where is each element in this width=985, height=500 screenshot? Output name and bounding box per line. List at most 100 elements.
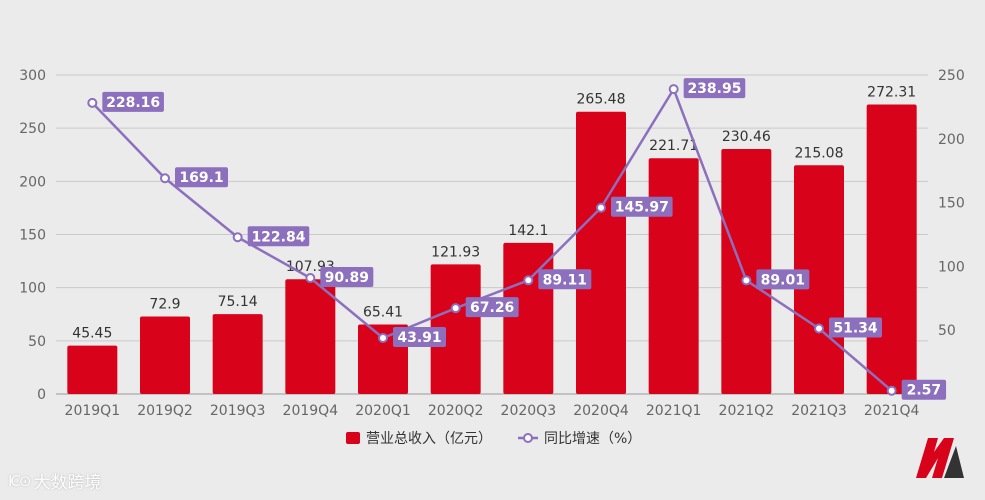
- bar: [721, 148, 772, 394]
- bar: [67, 345, 118, 394]
- bar: [648, 158, 699, 394]
- line-point: [886, 385, 897, 396]
- x-tick-label: 2020Q3: [501, 403, 557, 419]
- camera-icon: IC⊙: [8, 471, 32, 490]
- brand-logo-icon: [916, 438, 964, 478]
- bar-value-label: 230.46: [722, 129, 771, 145]
- bar-series: [67, 104, 917, 395]
- bar-value-label: 121.93: [431, 244, 480, 260]
- right-tick-label: 250: [938, 68, 965, 84]
- bar-value-label: 272.31: [867, 84, 916, 100]
- line-label-box: [393, 326, 446, 347]
- line-point: [523, 275, 534, 286]
- x-tick-label: 2019Q3: [210, 403, 266, 419]
- bar-value-label: 215.08: [795, 145, 844, 161]
- bar: [212, 314, 263, 394]
- line-point: [87, 97, 98, 108]
- line-value-label: 89.11: [543, 272, 587, 288]
- x-tick-label: 2021Q3: [791, 403, 847, 419]
- bar: [866, 104, 917, 395]
- watermark: IC⊙ 大数跨境: [8, 468, 102, 494]
- line-label-box: [465, 297, 519, 318]
- left-axis: 0 50 100 150 200 250 300: [19, 68, 46, 403]
- bar: [430, 264, 481, 394]
- bar: [285, 279, 336, 394]
- left-tick-label: 200: [19, 174, 46, 190]
- right-tick-label: 100: [938, 259, 965, 275]
- line-value-label: 89.01: [761, 272, 805, 288]
- line-point: [596, 202, 606, 213]
- line-label-box: [901, 379, 947, 400]
- line-value-label: 238.95: [687, 81, 741, 97]
- line-point: [668, 84, 679, 95]
- left-tick-label: 100: [19, 281, 46, 297]
- line-series: [87, 84, 897, 396]
- line-label-box: [611, 196, 673, 217]
- bar-value-label: 221.71: [649, 138, 698, 154]
- right-tick-label: 50: [938, 323, 956, 339]
- left-tick-label: 250: [19, 121, 46, 137]
- x-axis-labels: 2019Q1 2019Q2 2019Q3 2019Q4 2020Q1 2020Q2 2020…: [65, 403, 920, 419]
- bar: [140, 316, 190, 394]
- bar-value-label: 65.41: [363, 304, 403, 320]
- x-tick-label: 2019Q2: [137, 403, 193, 419]
- legend-bar-label: 营业总收入（亿元）: [366, 431, 492, 447]
- legend-line-label: 同比增速（%）: [544, 431, 641, 447]
- x-tick-label: 2021Q4: [864, 403, 920, 419]
- watermark-text: 大数跨境: [33, 473, 102, 493]
- line-point: [305, 273, 316, 284]
- line-point: [378, 332, 388, 343]
- line-label-box: [102, 91, 164, 112]
- line-path: [91, 87, 893, 392]
- x-tick-label: 2021Q2: [719, 403, 775, 419]
- line-point: [814, 323, 824, 334]
- line-value-label: 122.84: [251, 229, 305, 245]
- bar-value-label: 142.1: [508, 223, 548, 239]
- line-value-label: 90.89: [325, 270, 369, 286]
- bar-value-label: 265.48: [577, 92, 626, 108]
- line-value-label: 51.34: [833, 320, 878, 336]
- line-point: [450, 303, 461, 314]
- left-tick-label: 150: [19, 228, 46, 244]
- bar: [576, 111, 626, 394]
- legend-bar-swatch: [346, 432, 360, 444]
- legend-line-marker: [523, 433, 533, 443]
- line-value-label: 43.91: [397, 330, 441, 346]
- line-value-label: 67.26: [470, 300, 514, 316]
- line-value-label: 145.97: [615, 200, 669, 216]
- line-label-box: [247, 226, 310, 247]
- x-tick-label: 2019Q1: [65, 403, 121, 419]
- right-tick-label: 200: [938, 132, 965, 148]
- x-tick-label: 2021Q1: [646, 403, 702, 419]
- left-tick-label: 0: [37, 387, 46, 403]
- x-tick-label: 2020Q1: [355, 403, 411, 419]
- line-label-box: [320, 267, 374, 288]
- legend[interactable]: 营业总收入（亿元） 同比增速（%）: [346, 431, 641, 447]
- line-label-box: [683, 78, 746, 99]
- right-tick-label: 150: [938, 196, 965, 212]
- line-value-labels: 228.16 169.1 122.84 90.89 43.91 67.26 89.11 145…: [102, 78, 947, 400]
- x-tick-label: 2020Q4: [573, 403, 629, 419]
- line-label-box: [538, 269, 592, 290]
- line-point: [741, 275, 752, 286]
- left-tick-label: 300: [19, 68, 46, 84]
- line-label-box: [756, 269, 810, 290]
- line-point: [232, 232, 243, 243]
- left-tick-label: 50: [28, 334, 46, 350]
- bar-value-label: 75.14: [218, 294, 258, 310]
- x-tick-label: 2020Q2: [428, 403, 484, 419]
- line-value-label: 169.1: [179, 170, 223, 186]
- line-label-box: [175, 167, 228, 188]
- line-point: [160, 173, 170, 184]
- bar-value-label: 45.45: [72, 326, 112, 342]
- line-value-label: 2.57: [907, 383, 942, 399]
- x-tick-label: 2019Q4: [283, 403, 339, 419]
- line-label-box: [829, 317, 882, 338]
- bar-value-label: 72.9: [149, 296, 180, 312]
- line-value-label: 228.16: [106, 95, 160, 111]
- bar: [503, 242, 554, 394]
